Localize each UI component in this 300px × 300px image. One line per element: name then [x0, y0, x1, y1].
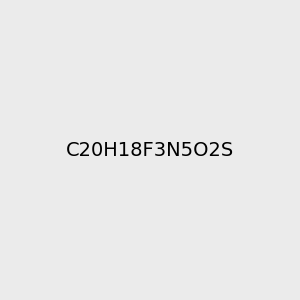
Text: C20H18F3N5O2S: C20H18F3N5O2S [66, 140, 234, 160]
